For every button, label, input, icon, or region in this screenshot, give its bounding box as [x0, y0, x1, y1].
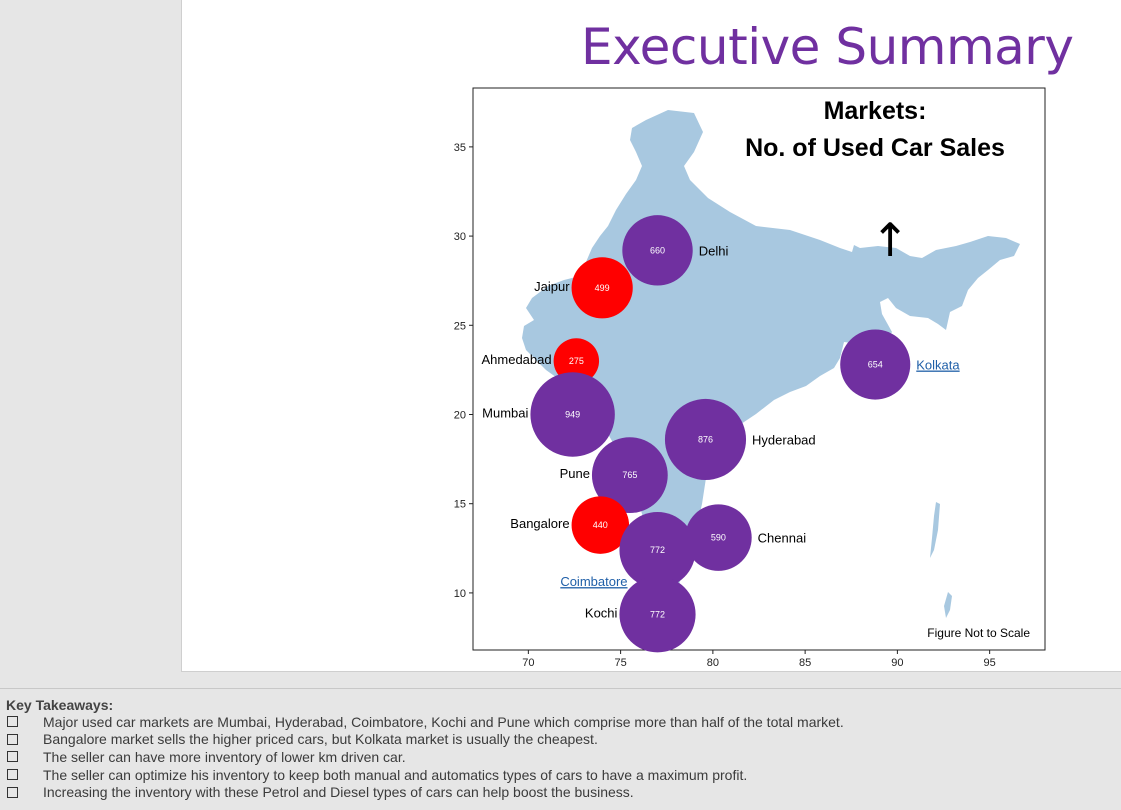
market-bubble: [622, 215, 693, 286]
checkbox-icon: [7, 716, 18, 728]
notes-item: The seller can have more inventory of lo…: [6, 748, 844, 766]
y-tick-label: 10: [454, 588, 466, 600]
city-label: Mumbai: [482, 405, 528, 420]
city-label: Kochi: [585, 605, 618, 620]
not-to-scale-note: Figure Not to Scale: [927, 626, 1030, 640]
x-tick-label: 95: [984, 657, 996, 669]
x-tick-label: 80: [707, 657, 719, 669]
sales-map-chart: 70 75 80 85 90 95 10 15 20 25 30 35 660 Delhi 499 Jaip…: [454, 87, 1046, 669]
market-bubbles: 660 Delhi 499 Jaipur 275 Ahmedabad 654 Kolkata 9…: [481, 215, 960, 653]
y-tick-label: 25: [454, 320, 466, 332]
market-bubble: [530, 372, 615, 457]
checkbox-icon: [7, 786, 18, 798]
y-tick-label: 20: [454, 409, 466, 421]
city-label: Chennai: [758, 531, 807, 546]
market-bubble: [619, 576, 696, 653]
x-tick-label: 75: [614, 657, 626, 669]
notes-item-text: The seller can optimize his inventory to…: [43, 766, 748, 783]
checkbox-icon: [7, 751, 18, 763]
y-tick-label: 30: [454, 231, 466, 243]
market-bubble: [553, 338, 600, 384]
chart-title-line-2: No. of Used Car Sales: [745, 134, 1005, 162]
market-bubble: [571, 257, 633, 319]
notes-item-text: The seller can have more inventory of lo…: [43, 748, 406, 765]
notes-item-text: Increasing the inventory with these Petr…: [43, 784, 634, 801]
notes-item: Increasing the inventory with these Petr…: [6, 783, 844, 801]
market-bubble: [664, 398, 747, 481]
slide-title: Executive Summary: [581, 18, 1074, 76]
notes-divider: [0, 688, 1121, 689]
bubble-value-label: 949: [565, 409, 580, 419]
market-bubble: [685, 504, 752, 571]
andaman-islands: [930, 502, 940, 558]
notes-heading: Key Takeaways:: [6, 697, 114, 713]
checkbox-icon: [7, 733, 18, 745]
axes-ticks: 70 75 80 85 90 95 10 15 20 25 30 35: [454, 142, 996, 669]
chart-title-line-1: Markets:: [824, 97, 927, 125]
bubble-value-label: 772: [650, 609, 665, 619]
bubble-value-label: 590: [711, 533, 726, 543]
notes-item: The seller can optimize his inventory to…: [6, 766, 844, 784]
x-tick-label: 85: [799, 657, 811, 669]
bubble-value-label: 440: [593, 520, 608, 530]
bubble-value-label: 772: [650, 545, 665, 555]
speaker-notes-pane[interactable]: Key Takeaways: Major used car markets ar…: [6, 697, 844, 801]
city-label: Delhi: [699, 243, 729, 258]
market-bubble: [591, 437, 668, 514]
city-label: Pune: [560, 466, 590, 481]
notes-item-text: Bangalore market sells the higher priced…: [43, 731, 598, 748]
notes-item: Bangalore market sells the higher priced…: [6, 731, 844, 749]
market-bubble: [571, 496, 630, 554]
y-tick-label: 35: [454, 142, 466, 154]
north-arrow-icon: ↑: [871, 213, 910, 267]
bubble-value-label: 654: [868, 360, 883, 370]
city-label: Jaipur: [534, 279, 570, 294]
bubble-value-label: 876: [698, 434, 713, 444]
checkbox-icon: [7, 769, 18, 781]
bubble-value-label: 660: [650, 245, 665, 255]
city-link[interactable]: Coimbatore: [560, 574, 627, 589]
city-label: Hyderabad: [752, 432, 816, 447]
market-bubble: [840, 329, 911, 400]
notes-item-text: Major used car markets are Mumbai, Hyder…: [43, 713, 844, 730]
bubble-value-label: 499: [595, 283, 610, 293]
city-link[interactable]: Kolkata: [916, 358, 960, 373]
x-tick-label: 90: [891, 657, 903, 669]
market-bubble: [619, 512, 696, 589]
x-tick-label: 70: [522, 657, 534, 669]
bubble-value-label: 765: [622, 470, 637, 480]
nicobar-islands: [944, 592, 952, 618]
notes-item: Major used car markets are Mumbai, Hyder…: [6, 713, 844, 731]
city-label: Bangalore: [510, 516, 569, 531]
bubble-value-label: 275: [569, 356, 584, 366]
y-tick-label: 15: [454, 499, 466, 511]
plot-frame: [472, 87, 1046, 651]
city-label: Ahmedabad: [481, 352, 551, 367]
